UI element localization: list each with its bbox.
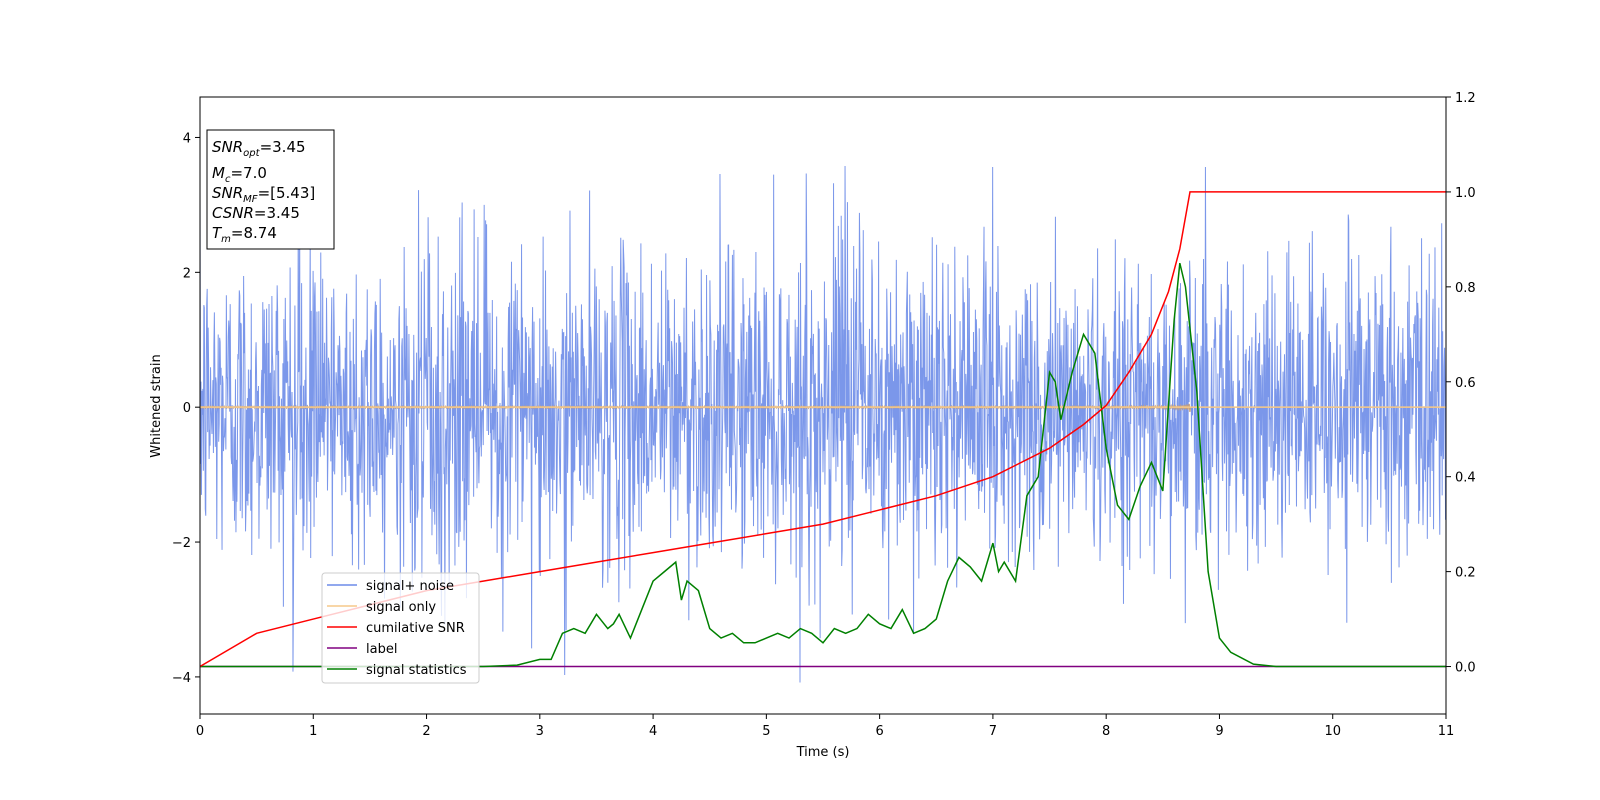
- y-left-tick-label: 2: [183, 266, 191, 281]
- y-left-tick-label: 0: [183, 401, 191, 416]
- legend-label-stats: signal statistics: [366, 663, 467, 678]
- y-axis-right: 1.2 1.0 0.8 0.6 0.4 0.2 0.0: [1446, 91, 1476, 676]
- y-axis-label: Whitened strain: [149, 354, 164, 457]
- csnr-text: CSNR=3.45: [212, 204, 300, 222]
- x-tick-label: 3: [536, 724, 544, 739]
- x-tick-label: 9: [1215, 724, 1223, 739]
- legend-label-cum-snr: cumilative SNR: [366, 621, 465, 636]
- y-right-tick-label: 1.0: [1455, 186, 1476, 201]
- y-left-tick-label: −2: [172, 536, 191, 551]
- x-tick-label: 1: [309, 724, 317, 739]
- legend-label-label: label: [366, 642, 397, 657]
- legend-label-noise: signal+ noise: [366, 579, 454, 594]
- x-tick-label: 0: [196, 724, 204, 739]
- legend-label-signal: signal only: [366, 600, 436, 615]
- y-left-tick-label: −4: [172, 671, 191, 686]
- snr-opt-text: SNRopt=3.45: [212, 138, 306, 159]
- y-axis-left: 4 2 0 −2 −4: [172, 131, 200, 686]
- tm-text: Tm=8.74: [212, 224, 277, 245]
- x-tick-label: 4: [649, 724, 657, 739]
- x-tick-label: 7: [989, 724, 997, 739]
- snr-mf-text: SNRMF=[5.43]: [212, 184, 315, 205]
- y-right-tick-label: 0.0: [1455, 661, 1476, 676]
- x-tick-label: 6: [875, 724, 883, 739]
- y-left-tick-label: 4: [183, 131, 191, 146]
- y-right-tick-label: 1.2: [1455, 91, 1476, 106]
- y-right-tick-label: 0.4: [1455, 471, 1476, 486]
- axes-frame: [199, 96, 1447, 715]
- x-tick-label: 11: [1438, 724, 1455, 739]
- y-right-tick-label: 0.2: [1455, 566, 1476, 581]
- x-axis: 0 1 2 3 4 5 6 7 8 9 10 11: [196, 714, 1454, 739]
- mc-text: Mc=7.0: [212, 164, 267, 185]
- x-tick-label: 5: [762, 724, 770, 739]
- x-tick-label: 2: [422, 724, 430, 739]
- series-signal-statistics: [200, 262, 1446, 668]
- x-tick-label: 10: [1324, 724, 1341, 739]
- legend: signal+ noise signal only cumilative SNR…: [321, 572, 480, 684]
- y-right-tick-label: 0.8: [1455, 281, 1476, 296]
- y-right-tick-label: 0.6: [1455, 376, 1476, 391]
- x-tick-label: 8: [1102, 724, 1110, 739]
- x-axis-label: Time (s): [796, 745, 850, 760]
- info-box: SNRopt=3.45 Mc=7.0 SNRMF=[5.43] CSNR=3.4…: [206, 129, 335, 250]
